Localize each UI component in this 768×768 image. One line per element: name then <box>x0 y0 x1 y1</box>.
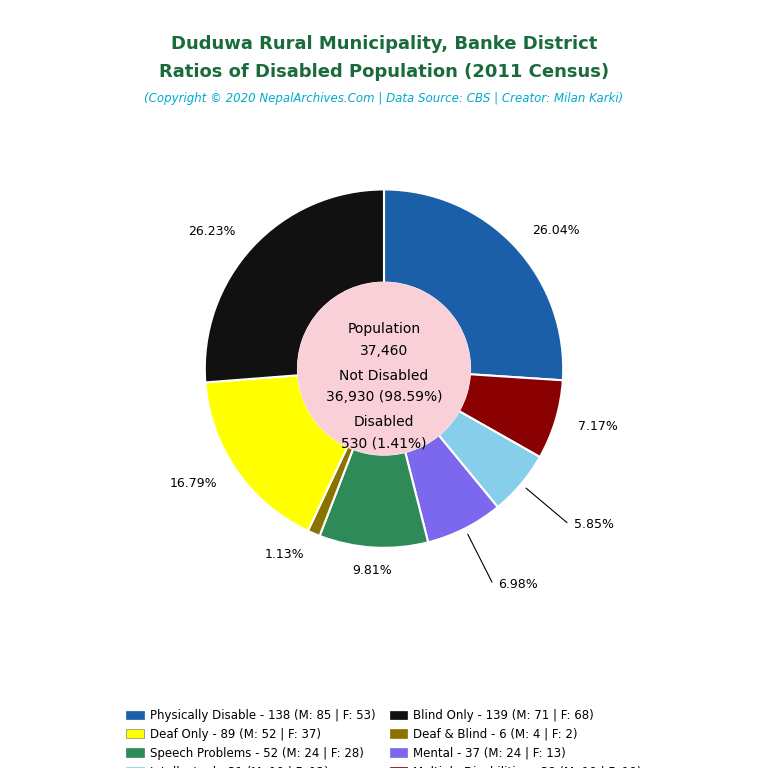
Text: (Copyright © 2020 NepalArchives.Com | Data Source: CBS | Creator: Milan Karki): (Copyright © 2020 NepalArchives.Com | Da… <box>144 92 624 105</box>
Wedge shape <box>406 435 498 542</box>
Legend: Physically Disable - 138 (M: 85 | F: 53), Deaf Only - 89 (M: 52 | F: 37), Speech: Physically Disable - 138 (M: 85 | F: 53)… <box>123 705 645 768</box>
Text: 5.85%: 5.85% <box>574 518 614 531</box>
Text: Disabled: Disabled <box>354 415 414 429</box>
Wedge shape <box>439 411 540 507</box>
Text: 1.13%: 1.13% <box>265 548 305 561</box>
Wedge shape <box>205 190 384 382</box>
Text: 16.79%: 16.79% <box>170 477 217 490</box>
Text: 6.98%: 6.98% <box>498 578 538 591</box>
Text: 37,460: 37,460 <box>360 344 408 358</box>
Wedge shape <box>308 446 353 536</box>
Circle shape <box>298 283 470 455</box>
Text: Duduwa Rural Municipality, Banke District: Duduwa Rural Municipality, Banke Distric… <box>170 35 598 52</box>
Text: Ratios of Disabled Population (2011 Census): Ratios of Disabled Population (2011 Cens… <box>159 63 609 81</box>
Text: 26.04%: 26.04% <box>531 223 579 237</box>
Text: Not Disabled: Not Disabled <box>339 369 429 382</box>
Text: Population: Population <box>347 323 421 336</box>
Wedge shape <box>319 449 428 548</box>
Wedge shape <box>458 374 563 457</box>
Wedge shape <box>205 376 347 531</box>
Text: 26.23%: 26.23% <box>188 224 236 237</box>
Text: 530 (1.41%): 530 (1.41%) <box>341 437 427 451</box>
Text: 36,930 (98.59%): 36,930 (98.59%) <box>326 390 442 404</box>
Wedge shape <box>384 190 563 380</box>
Text: 9.81%: 9.81% <box>353 564 392 578</box>
Text: 7.17%: 7.17% <box>578 420 618 433</box>
